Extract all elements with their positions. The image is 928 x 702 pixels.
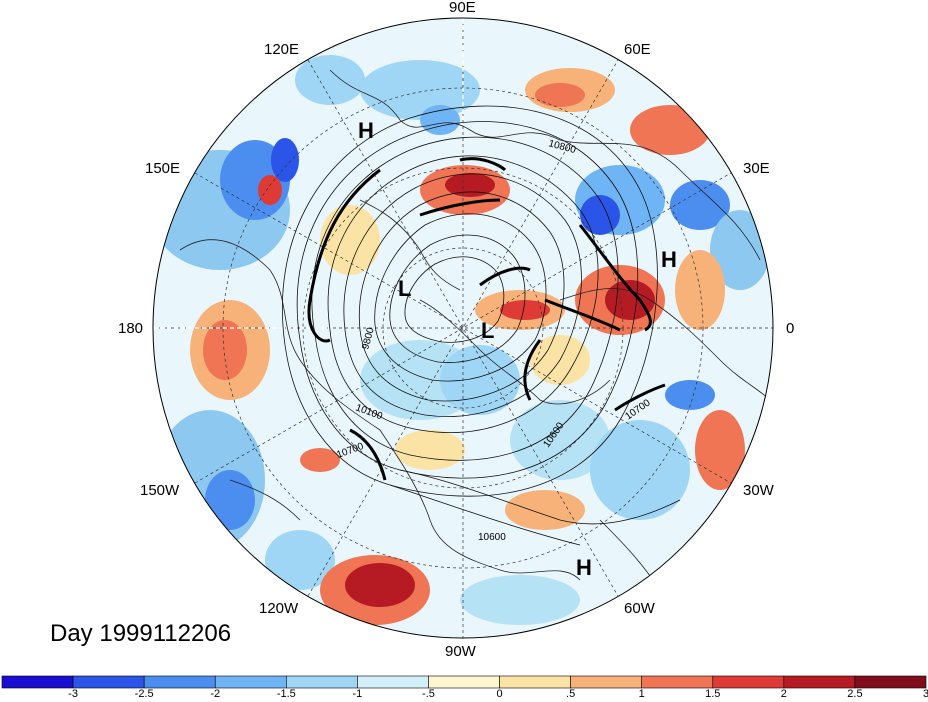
colorbar-tick-label: -1 — [352, 688, 363, 700]
low-pressure-marker: L — [398, 276, 411, 301]
high-pressure-marker: H — [576, 555, 592, 580]
colorbar-tick-label: .5 — [566, 688, 576, 700]
colorbar-tick-label: -3 — [68, 688, 78, 700]
colorbar-swatch — [570, 675, 642, 689]
colorbar-tick-label: -2 — [210, 688, 221, 700]
anomaly-field — [153, 55, 770, 625]
colorbar-swatch — [499, 675, 571, 689]
lon-label-90e: 90E — [449, 0, 476, 16]
jet-contours — [307, 157, 666, 481]
colorbar-tick-label: -.5 — [422, 688, 435, 700]
colorbar-swatch — [428, 675, 500, 689]
lon-label-150w: 150W — [140, 482, 180, 499]
colorbar-swatch — [357, 675, 429, 689]
colorbar-swatch — [143, 675, 216, 689]
colorbar-tick-label: -1.5 — [276, 688, 296, 700]
colorbar-swatch — [72, 675, 145, 689]
lon-label-120w: 120W — [259, 600, 299, 617]
contour-label: 10600 — [478, 532, 506, 543]
map-border — [152, 17, 774, 639]
colorbar-tick-label: -2.5 — [134, 688, 154, 700]
colorbar-swatch — [286, 675, 358, 689]
lon-label-60e: 60E — [624, 41, 651, 58]
colorbar-swatch — [641, 675, 714, 689]
colorbar-tick-label: 3 — [922, 688, 928, 700]
lon-label-60w: 60W — [624, 600, 655, 617]
colorbar-tick-label: 1.5 — [705, 688, 721, 700]
lon-label-120e: 120E — [264, 41, 300, 58]
low-pressure-marker: L — [481, 318, 494, 343]
colorbar-tick-label: 1 — [638, 688, 645, 700]
colorbar-swatch — [854, 675, 927, 689]
lon-label-150e: 150E — [145, 160, 181, 177]
date-label: Day 1999112206 — [50, 620, 232, 647]
colorbar-tick-label: 2.5 — [847, 688, 863, 700]
colorbar-tick-label: 2 — [780, 688, 787, 700]
lon-label-30e: 30E — [743, 160, 770, 177]
lon-label-0: 0 — [786, 320, 795, 337]
colorbar-swatch — [712, 675, 785, 689]
high-pressure-marker: H — [358, 118, 374, 143]
lon-label-90w: 90W — [445, 643, 476, 660]
colorbar-swatch — [214, 675, 287, 689]
colorbar-tick-label: 0 — [496, 688, 503, 700]
pressure-centers: H H L L H — [358, 118, 677, 580]
height-contours — [281, 105, 681, 546]
coastlines — [179, 69, 771, 591]
lon-label-180: 180 — [118, 320, 144, 337]
lon-label-30w: 30W — [743, 482, 774, 499]
high-pressure-marker: H — [661, 247, 677, 272]
colorbar — [1, 675, 927, 689]
graticule-solid-axes — [153, 18, 464, 329]
colorbar-swatch — [783, 675, 856, 689]
colorbar-swatch — [1, 675, 74, 689]
